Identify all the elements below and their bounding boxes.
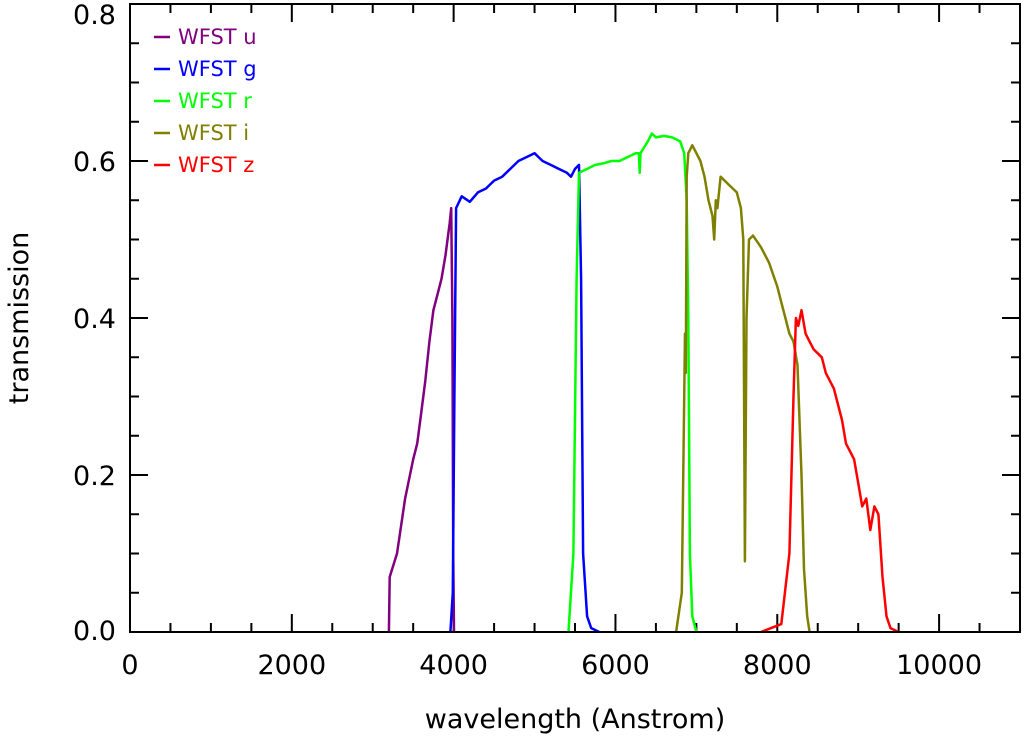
x-tick-label: 8000 (743, 650, 812, 681)
x-tick-label: 10000 (896, 650, 982, 681)
legend-label-wfst-g: WFST g (178, 57, 257, 81)
y-tick-labels: 0.0 0.2 0.4 0.6 0.8 (73, 0, 116, 647)
x-tick-label: 0 (121, 650, 138, 681)
y-axis-title: transmission (4, 232, 35, 404)
y-tick-label: 0.8 (73, 0, 116, 31)
plot-frame (129, 3, 1021, 633)
y-tick-label: 0.6 (73, 147, 116, 178)
legend-label-wfst-u: WFST u (178, 25, 257, 49)
x-axis-title: wavelength (Anstrom) (425, 704, 726, 735)
series-line-wfst-u (387, 206, 456, 633)
series-line-wfst-z (760, 308, 900, 634)
x-tick-label: 6000 (581, 650, 650, 681)
series-line-wfst-g (449, 151, 600, 634)
legend-label-wfst-i: WFST i (178, 121, 249, 145)
series-lines (387, 132, 900, 634)
y-tick-label: 0.4 (73, 304, 116, 335)
y-tick-label: 0.0 (73, 616, 116, 647)
series-line-wfst-i (674, 144, 811, 633)
legend-label-wfst-z: WFST z (178, 153, 254, 177)
x-tick-label: 4000 (419, 650, 488, 681)
x-tick-label: 2000 (257, 650, 326, 681)
legend-label-wfst-r: WFST r (178, 89, 252, 113)
x-tick-labels: 0 2000 4000 6000 8000 10000 (121, 650, 982, 681)
y-tick-label: 0.2 (73, 461, 116, 492)
legend: WFST u WFST g WFST r WFST i WFST z (154, 25, 257, 177)
